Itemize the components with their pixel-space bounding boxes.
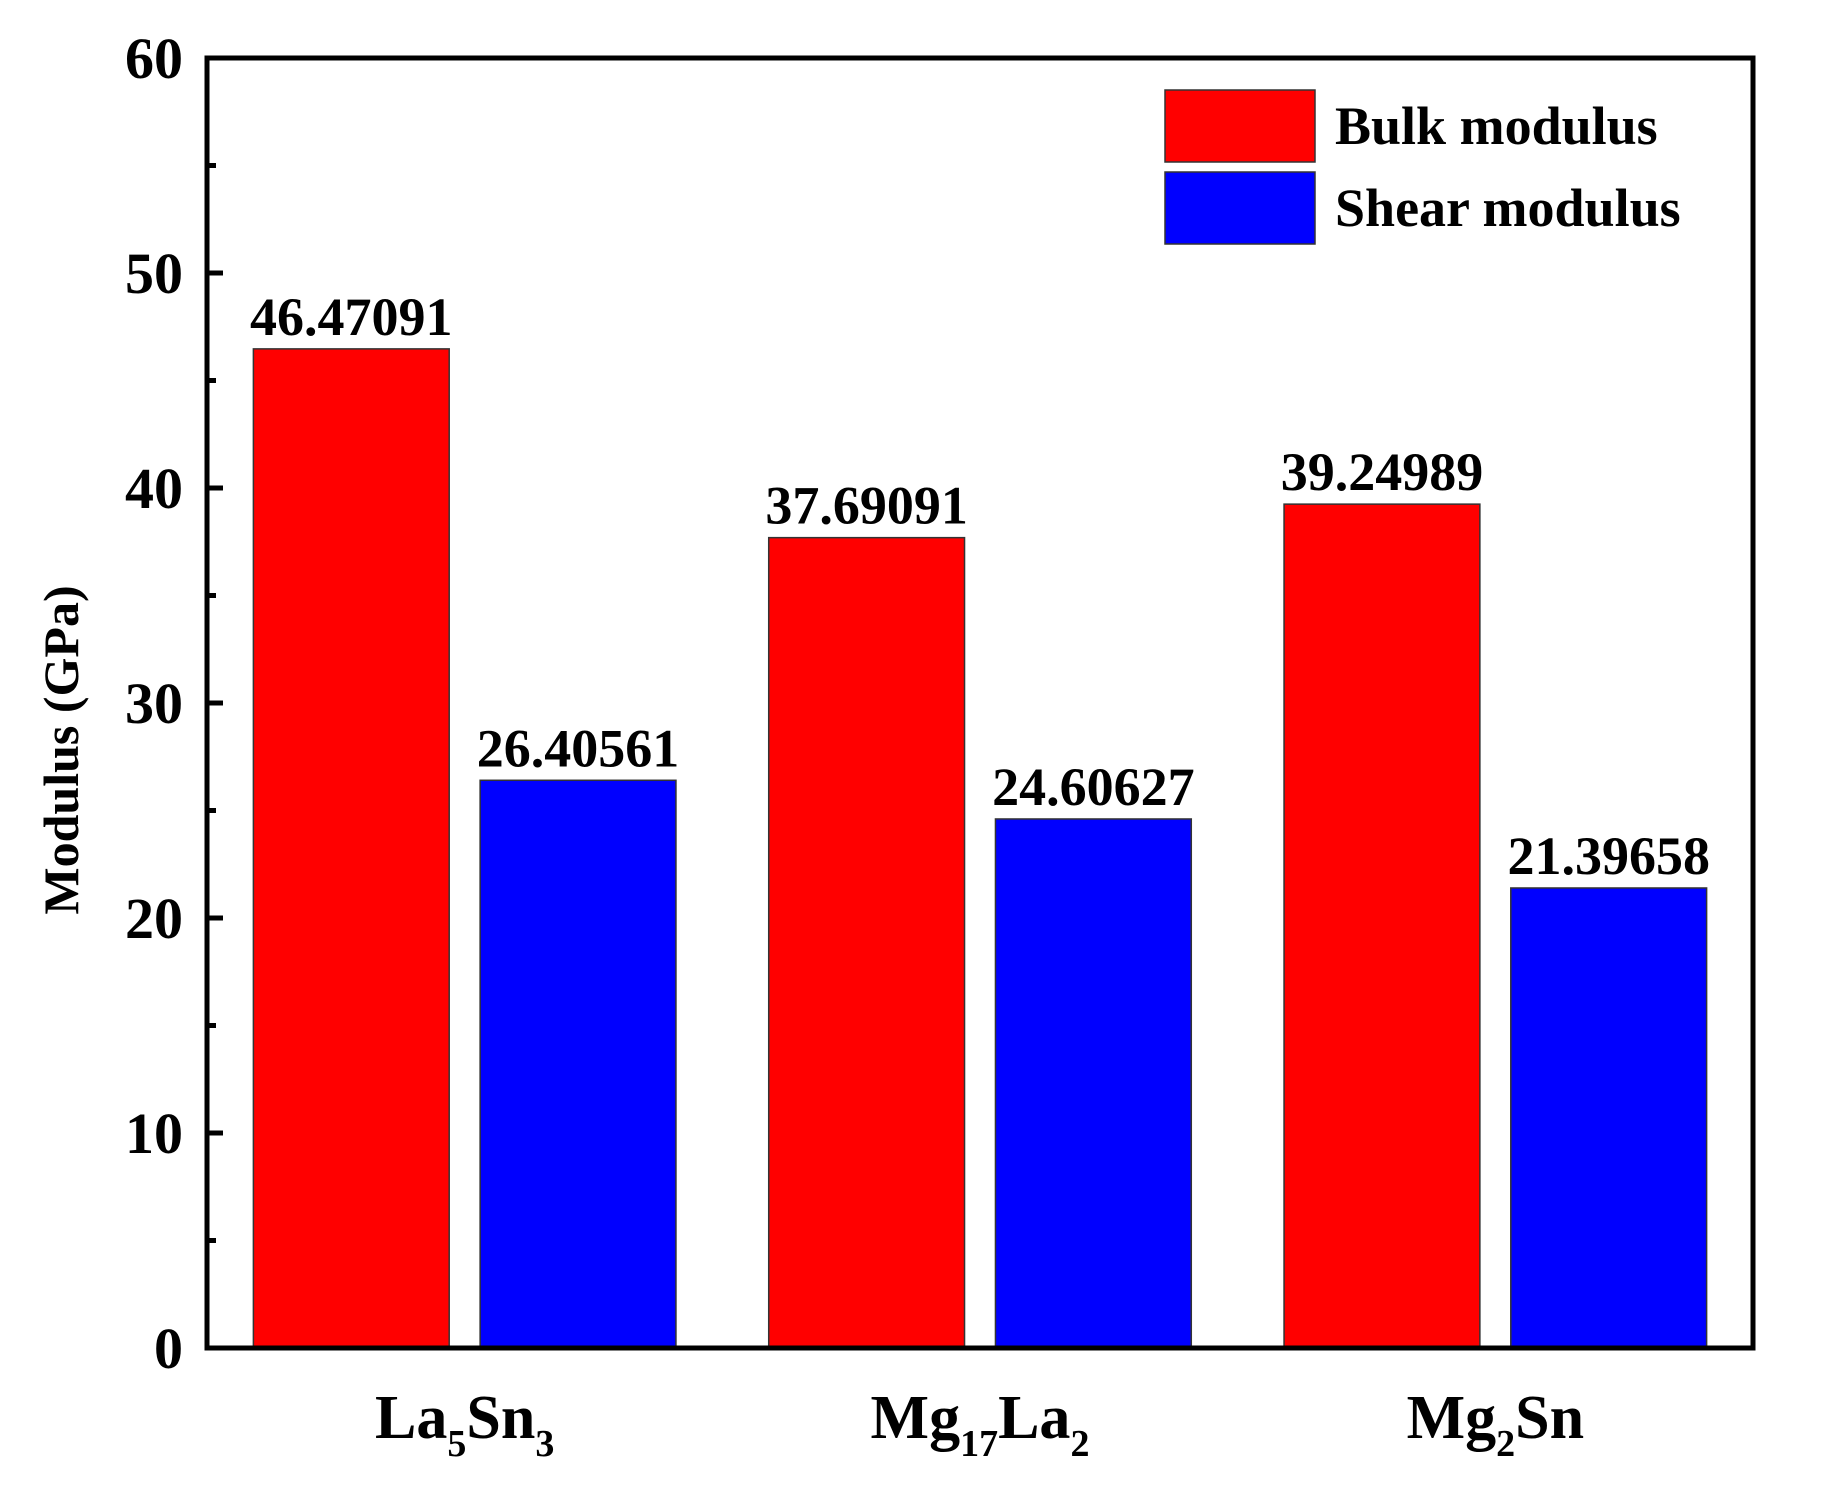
shear-modulus-bar — [994, 818, 1193, 1349]
shear-modulus-bar — [479, 779, 677, 1349]
data-label: 24.60627 — [992, 757, 1195, 817]
legend-swatch — [1164, 89, 1316, 163]
legend-label: Bulk modulus — [1335, 96, 1658, 156]
bulk-modulus-bar — [1283, 503, 1481, 1349]
x-category-label: Mg17La2 — [871, 1384, 1090, 1465]
y-tick-label: 40 — [125, 456, 183, 521]
y-tick-label: 20 — [125, 886, 183, 951]
x-category-label: La5Sn3 — [375, 1384, 554, 1465]
y-tick-label: 60 — [125, 26, 183, 91]
y-tick-label: 30 — [125, 671, 183, 736]
data-label: 46.47091 — [250, 287, 453, 347]
bulk-modulus-bar — [252, 348, 450, 1349]
data-label: 26.40561 — [477, 718, 680, 778]
x-category-label: Mg2Sn — [1407, 1384, 1585, 1465]
legend-label: Shear modulus — [1335, 178, 1681, 238]
shear-modulus-bar — [1510, 887, 1708, 1349]
data-label: 37.69091 — [765, 476, 968, 536]
y-tick-label: 50 — [125, 241, 183, 306]
legend: Bulk modulus Shear modulus — [1164, 89, 1681, 245]
y-tick-label: 10 — [125, 1101, 183, 1166]
data-label: 39.24989 — [1281, 442, 1484, 502]
legend-swatch — [1164, 171, 1316, 245]
data-label: 21.39658 — [1507, 826, 1710, 886]
y-axis-title: Modulus (GPa) — [33, 585, 89, 914]
y-tick-label: 0 — [154, 1316, 183, 1381]
bulk-modulus-bar — [767, 536, 966, 1349]
